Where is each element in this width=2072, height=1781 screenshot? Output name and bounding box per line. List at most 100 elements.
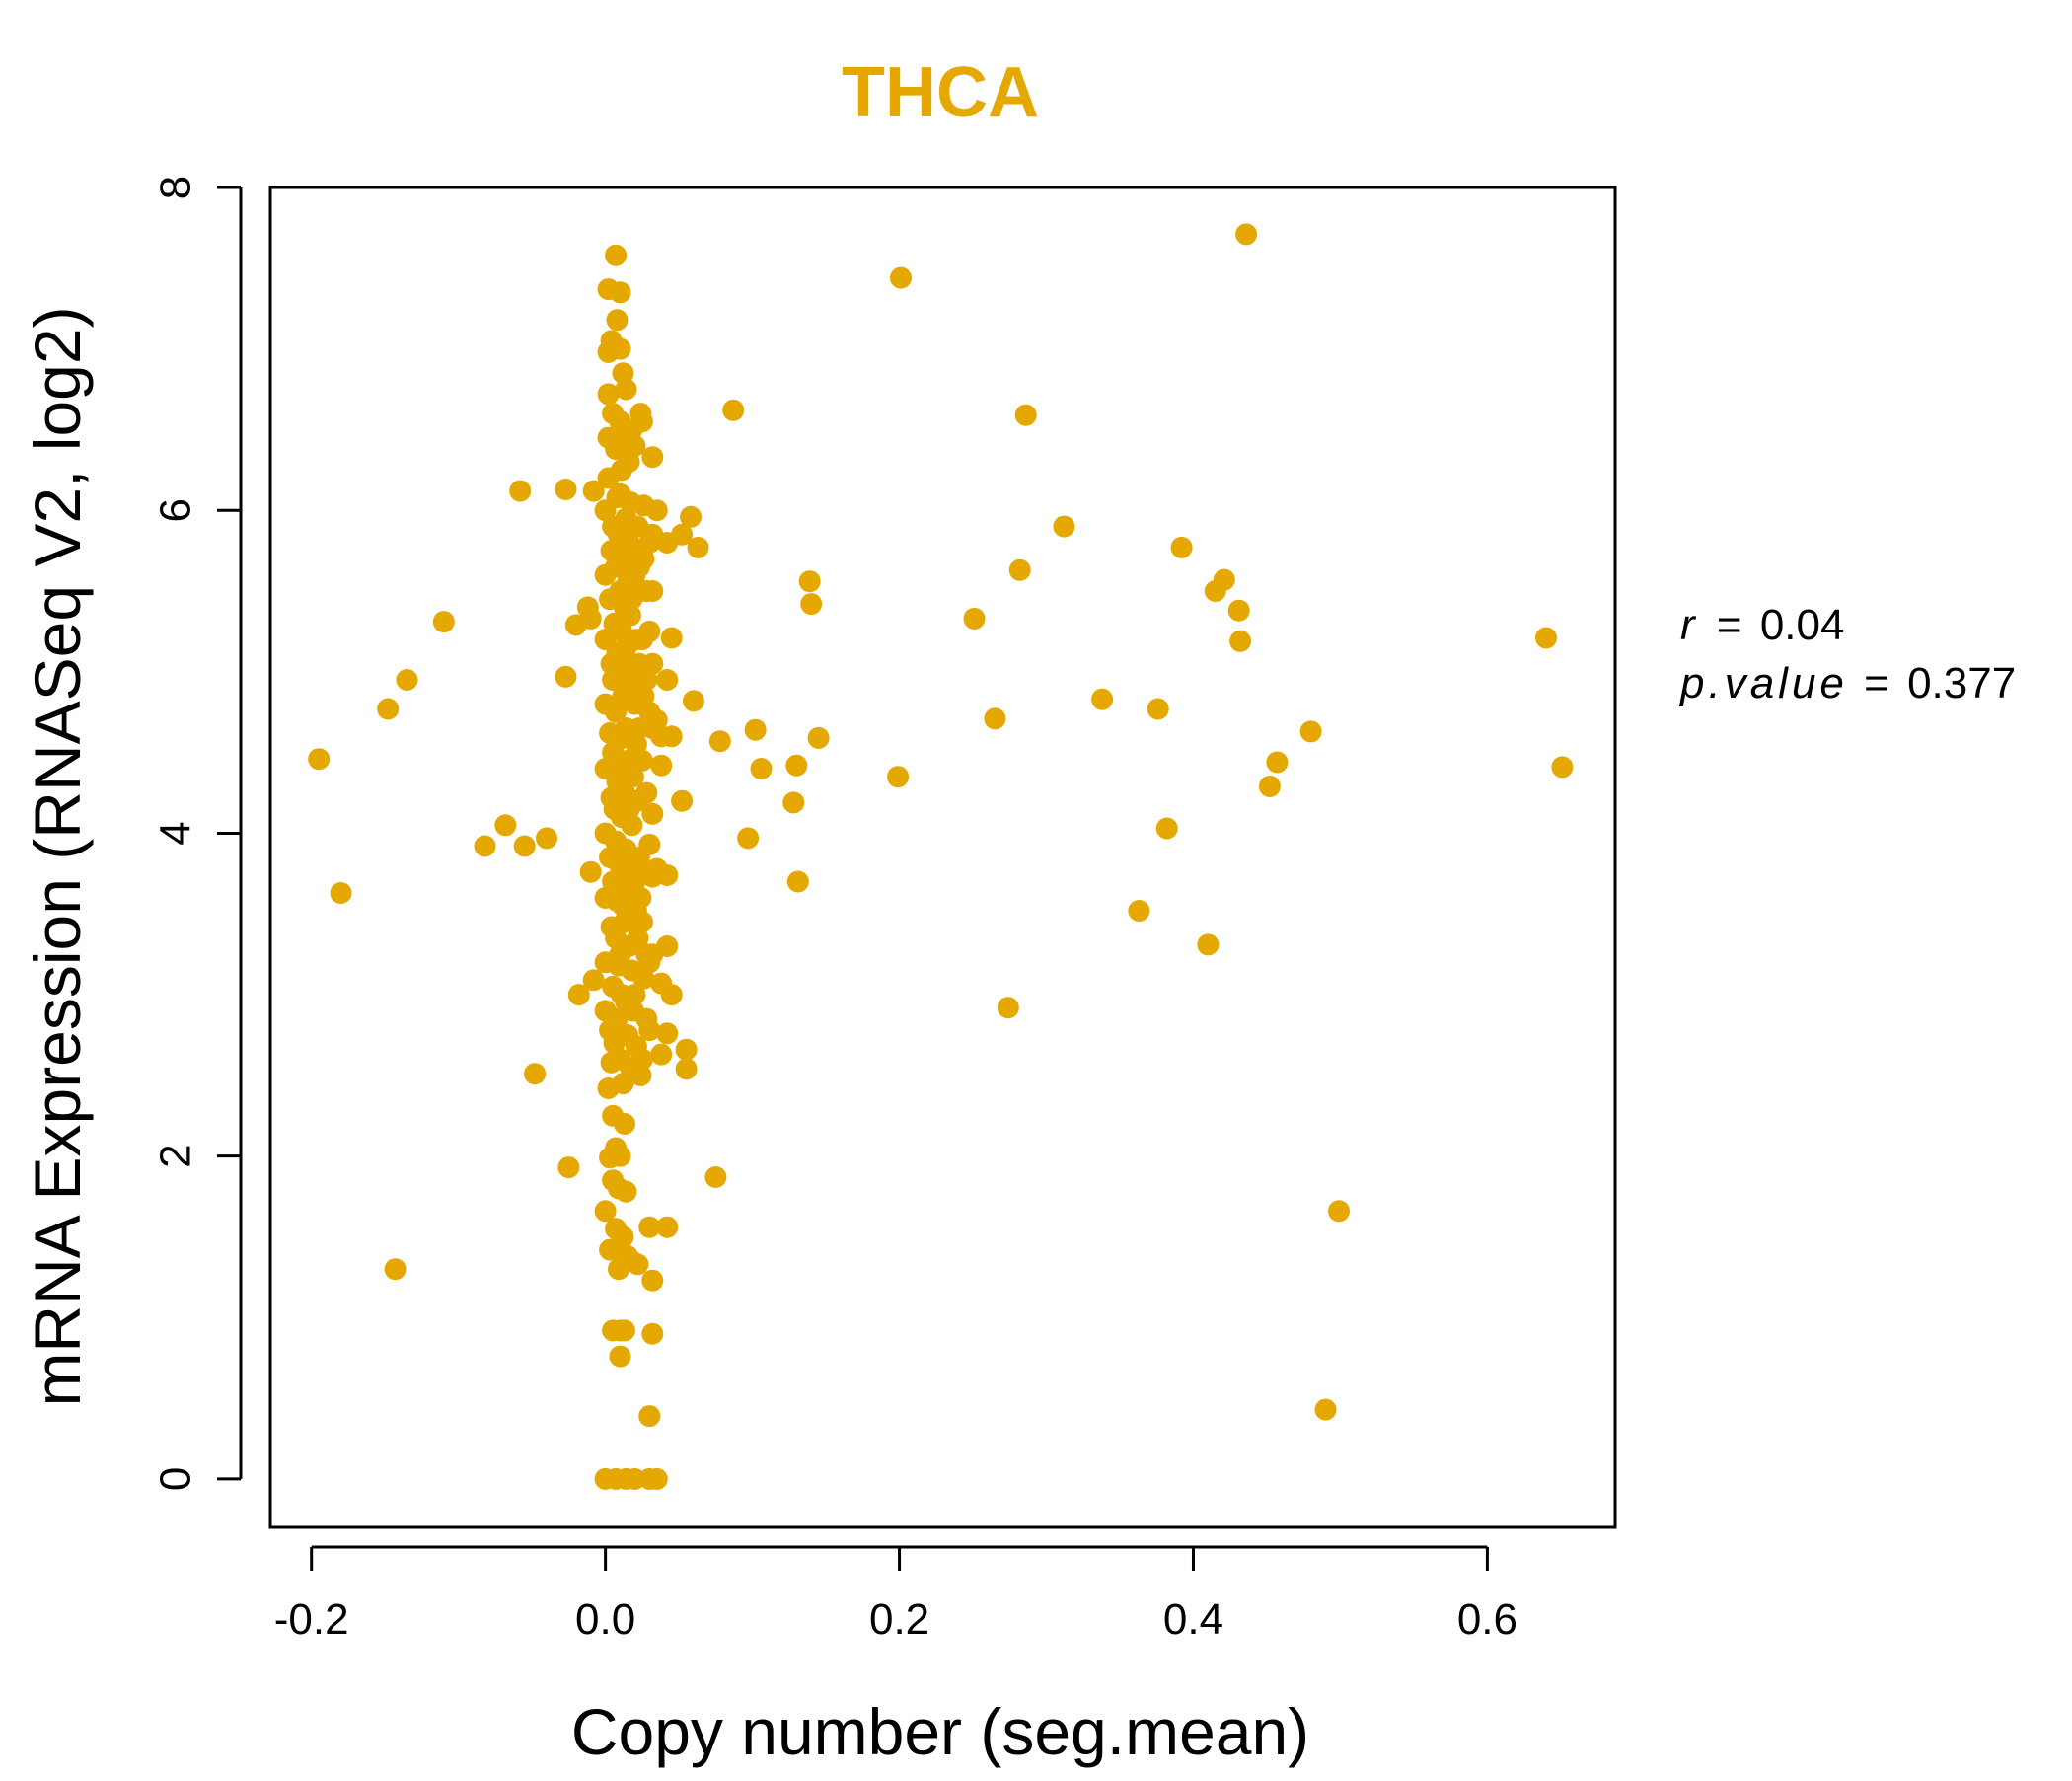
data-point: [798, 570, 821, 593]
data-point: [984, 707, 1006, 730]
data-point: [555, 479, 577, 500]
data-point: [800, 593, 823, 616]
data-point: [997, 997, 1019, 1019]
data-point: [582, 480, 605, 502]
data-point: [650, 754, 673, 777]
data-point: [750, 758, 773, 779]
data-point: [656, 935, 679, 957]
p-equals: =: [1864, 659, 1889, 707]
data-point: [638, 1405, 661, 1428]
x-axis: -0.2 0.0 0.2 0.4 0.6: [274, 1545, 1517, 1644]
data-point: [1197, 933, 1220, 956]
data-point: [722, 399, 745, 421]
data-point: [1551, 756, 1574, 779]
data-point: [744, 718, 767, 741]
data-point: [1314, 1398, 1337, 1421]
data-point: [785, 754, 808, 777]
x-tick-label: 0.4: [1163, 1595, 1223, 1644]
data-point: [890, 266, 912, 289]
data-point: [474, 835, 496, 857]
data-point: [308, 748, 331, 771]
data-point: [807, 726, 830, 749]
y-tick-label: 2: [152, 1144, 200, 1167]
svg-text:r = 0.04: r = 0.04: [1680, 601, 1844, 649]
data-point: [612, 1225, 634, 1248]
data-point: [638, 620, 661, 642]
data-point: [582, 969, 605, 992]
data-point: [606, 309, 629, 332]
data-point: [1128, 900, 1150, 922]
y-tick-label: 0: [152, 1467, 200, 1491]
data-point: [567, 984, 590, 1006]
data-point: [620, 604, 641, 627]
data-point: [687, 536, 709, 558]
data-points: [308, 223, 1574, 1490]
data-point: [638, 833, 661, 855]
data-point: [660, 725, 683, 748]
data-point: [1147, 698, 1169, 720]
data-point: [622, 766, 644, 788]
data-point: [641, 446, 664, 469]
data-point: [638, 1216, 661, 1238]
data-point: [671, 789, 694, 812]
data-point: [704, 1166, 727, 1188]
y-axis: 0 2 4 6 8: [152, 176, 243, 1491]
data-point: [330, 882, 352, 904]
data-point: [624, 984, 646, 1006]
data-point: [536, 827, 557, 850]
stats-annotation: r = 0.04 p.value = 0.377: [1678, 601, 2016, 707]
y-tick-label: 6: [152, 498, 200, 522]
data-point: [377, 698, 400, 720]
x-axis-label: Copy number (seg.mean): [571, 1695, 1309, 1768]
data-point: [635, 781, 658, 804]
data-point: [629, 886, 652, 909]
data-point: [606, 1007, 629, 1030]
data-point: [671, 523, 694, 546]
data-point: [656, 864, 679, 886]
data-point: [624, 434, 646, 457]
data-point: [1258, 776, 1281, 797]
data-point: [782, 791, 805, 814]
data-point: [660, 627, 683, 649]
data-point: [509, 480, 532, 502]
x-tick-label: -0.2: [274, 1595, 349, 1644]
data-point: [641, 1322, 664, 1345]
x-tick-label: 0.6: [1457, 1595, 1517, 1644]
data-point: [1328, 1200, 1350, 1223]
data-point: [1053, 515, 1075, 538]
data-point: [612, 362, 634, 385]
data-point: [609, 1345, 631, 1368]
data-point: [650, 1043, 673, 1066]
data-point: [384, 1258, 407, 1281]
data-point: [680, 505, 702, 528]
data-point: [579, 607, 602, 630]
data-point: [641, 580, 664, 602]
data-point: [557, 1156, 580, 1179]
data-point: [615, 378, 637, 401]
data-point: [675, 1038, 698, 1061]
data-point: [513, 835, 536, 857]
data-point: [630, 749, 653, 772]
y-tick-label: 8: [152, 176, 200, 199]
data-point: [656, 1022, 679, 1045]
data-point: [641, 802, 664, 825]
data-point: [524, 1063, 547, 1085]
data-point: [614, 1319, 635, 1342]
data-point: [1535, 627, 1557, 649]
data-point: [645, 499, 668, 522]
x-tick-label: 0.0: [575, 1595, 635, 1644]
x-tick-label: 0.2: [869, 1595, 929, 1644]
plot-frame: [268, 186, 1617, 1529]
data-point: [594, 1200, 617, 1223]
data-point: [629, 1064, 652, 1086]
data-point: [597, 383, 620, 406]
data-point: [1155, 817, 1178, 840]
data-point: [630, 911, 653, 933]
data-point: [605, 244, 628, 266]
data-point: [656, 1216, 679, 1238]
data-point: [494, 814, 517, 837]
p-value: 0.377: [1907, 659, 2016, 707]
data-point: [641, 652, 664, 675]
